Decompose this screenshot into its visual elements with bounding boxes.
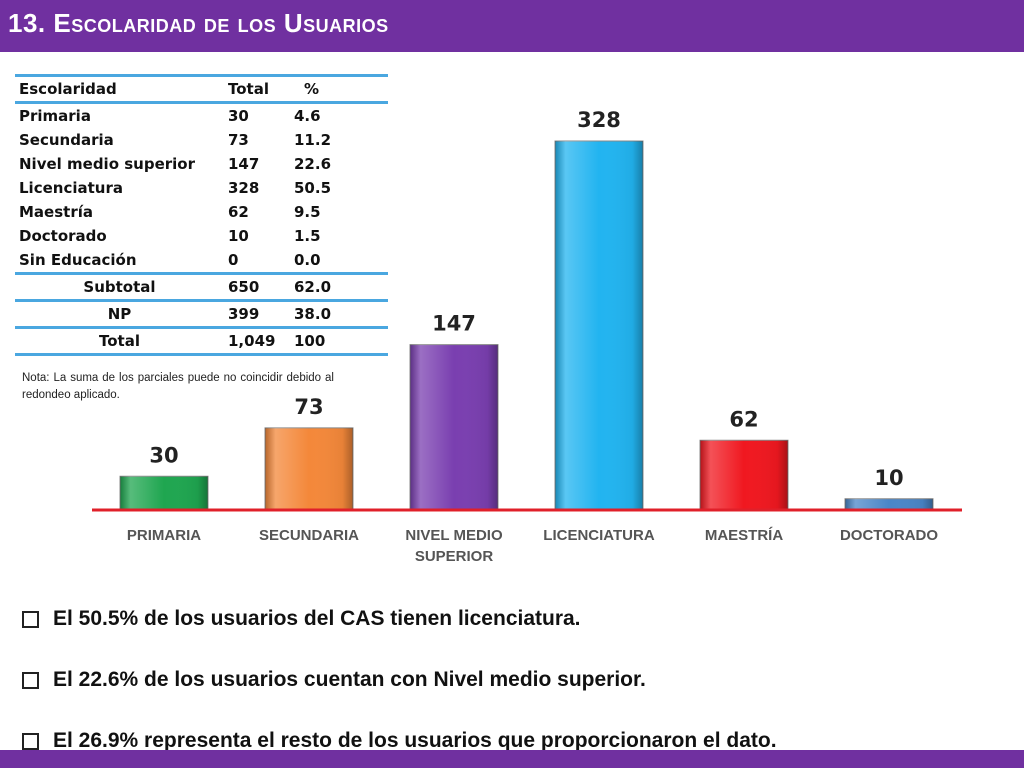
bar-shading-maestr-a — [700, 440, 788, 510]
bullet-item: El 50.5% de los usuarios del CAS tienen … — [22, 588, 777, 649]
summary-label: NP — [107, 305, 132, 323]
escolaridad-table: Escolaridad Total % Primaria 30 4.6 Secu… — [15, 74, 388, 356]
summary-total: 650 — [228, 278, 260, 296]
row-total: 0 — [228, 251, 239, 269]
row-total: 147 — [228, 155, 260, 173]
bullet-item: El 22.6% de los usuarios cuentan con Niv… — [22, 649, 777, 710]
bullet-text: El 50.5% de los usuarios del CAS tienen … — [53, 606, 581, 630]
category-label-doctorado: DOCTORADO — [840, 527, 938, 544]
header-escolaridad: Escolaridad — [19, 80, 117, 98]
bar-shading-doctorado — [845, 498, 933, 510]
header-total: Total — [228, 80, 269, 98]
table-header-row: Escolaridad Total % — [15, 75, 388, 103]
row-percent: 9.5 — [294, 203, 321, 221]
summary-row-subtotal: Subtotal 650 62.0 — [15, 274, 388, 301]
table-row: Maestría 62 9.5 — [15, 200, 388, 224]
row-percent: 11.2 — [294, 131, 332, 149]
row-total: 73 — [228, 131, 249, 149]
row-total: 10 — [228, 227, 249, 245]
summary-percent: 100 — [294, 332, 326, 350]
table-row: Secundaria 73 11.2 — [15, 128, 388, 152]
row-percent: 1.5 — [294, 227, 321, 245]
category-label-primaria: PRIMARIA — [127, 527, 201, 544]
rounding-note: Nota: La suma de los parciales puede no … — [22, 372, 334, 401]
data-label-doctorado: 10 — [874, 466, 903, 490]
row-total: 30 — [228, 107, 249, 125]
row-percent: 4.6 — [294, 107, 321, 125]
summary-row-np: NP 399 38.0 — [15, 301, 388, 328]
row-total: 328 — [228, 179, 260, 197]
bar-shading-primaria — [120, 476, 208, 510]
row-label: Primaria — [19, 107, 91, 125]
category-label-nivel-medio-superior: SUPERIOR — [415, 548, 494, 565]
table-row: Primaria 30 4.6 — [15, 103, 388, 129]
bar-shading-nivel-medio-superior — [410, 344, 498, 510]
checkbox-bullet-icon — [22, 733, 39, 750]
bullet-text: El 26.9% representa el resto de los usua… — [53, 728, 777, 752]
escolaridad-bar-chart: 30 PRIMARIA 73 SECUNDARIA 147 NIVEL MEDIO SUPE… — [92, 108, 962, 565]
footer-bar — [0, 750, 1024, 768]
page-title: 13. Escolaridad de los Usuarios — [8, 8, 389, 38]
table-row: Doctorado 10 1.5 — [15, 224, 388, 248]
summary-label: Subtotal — [83, 278, 156, 296]
bullet-text: El 22.6% de los usuarios cuentan con Niv… — [53, 667, 646, 691]
data-label-nivel-medio-superior: 147 — [432, 312, 476, 336]
row-percent: 0.0 — [294, 251, 321, 269]
table-row: Licenciatura 328 50.5 — [15, 176, 388, 200]
table-row: Nivel medio superior 147 22.6 — [15, 152, 388, 176]
checkbox-bullet-icon — [22, 672, 39, 689]
checkbox-bullet-icon — [22, 611, 39, 628]
table-row: Sin Educación 0 0.0 — [15, 248, 388, 274]
header-bar: 13. Escolaridad de los Usuarios — [0, 0, 1024, 52]
summary-percent: 38.0 — [294, 305, 332, 323]
summary-row-total: Total 1,049 100 — [15, 328, 388, 355]
row-label: Secundaria — [19, 131, 114, 149]
category-label-secundaria: SECUNDARIA — [259, 527, 359, 544]
data-label-maestr-a: 62 — [729, 407, 758, 431]
summary-total: 1,049 — [228, 332, 276, 350]
row-label: Doctorado — [19, 227, 107, 245]
row-label: Sin Educación — [19, 251, 137, 269]
summary-percent: 62.0 — [294, 278, 332, 296]
escolaridad-table-container: Escolaridad Total % Primaria 30 4.6 Secu… — [15, 74, 388, 356]
row-label: Licenciatura — [19, 179, 123, 197]
row-percent: 22.6 — [294, 155, 332, 173]
header-percent: % — [304, 80, 320, 98]
bar-shading-licenciatura — [555, 141, 643, 510]
data-label-licenciatura: 328 — [577, 108, 621, 132]
category-label-nivel-medio-superior: NIVEL MEDIO — [405, 527, 503, 544]
category-label-licenciatura: LICENCIATURA — [543, 527, 655, 544]
data-label-primaria: 30 — [149, 443, 178, 467]
data-label-secundaria: 73 — [294, 395, 323, 419]
summary-total: 399 — [228, 305, 260, 323]
category-label-maestr-a: MAESTRÍA — [705, 527, 784, 544]
row-label: Maestría — [19, 203, 93, 221]
summary-label: Total — [99, 332, 140, 350]
bullet-item: El 26.9% representa el resto de los usua… — [22, 710, 777, 771]
row-total: 62 — [228, 203, 249, 221]
bullet-list: El 50.5% de los usuarios del CAS tienen … — [22, 588, 777, 771]
row-percent: 50.5 — [294, 179, 332, 197]
bar-shading-secundaria — [265, 427, 353, 510]
row-label: Nivel medio superior — [19, 155, 195, 173]
